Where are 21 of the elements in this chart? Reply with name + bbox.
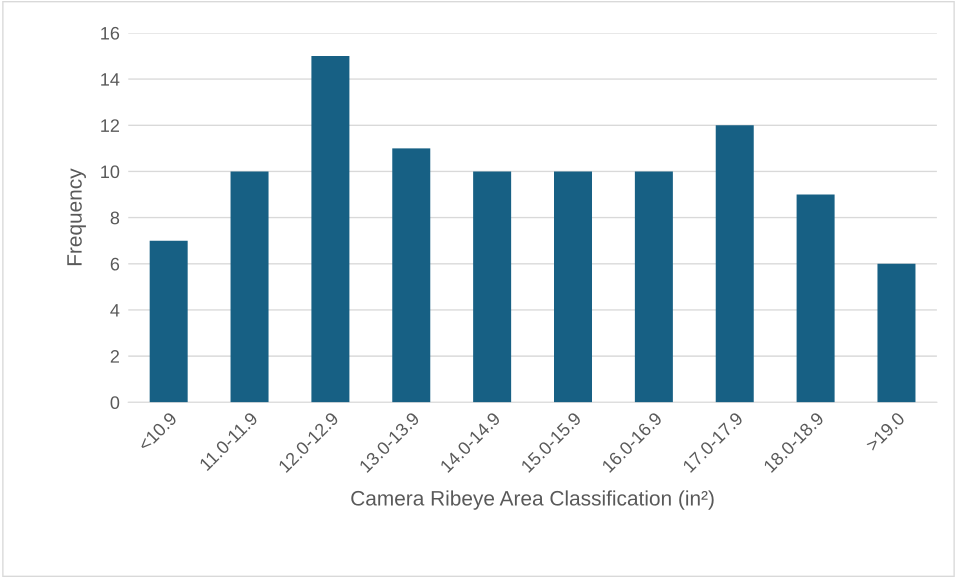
x-axis-title: Camera Ribeye Area Classification (in²) <box>351 490 714 510</box>
bar <box>150 240 188 402</box>
bar <box>230 171 269 402</box>
y-tick-label: 16 <box>101 26 120 40</box>
y-tick-label: 8 <box>110 212 120 224</box>
y-tick-label: 10 <box>101 165 120 178</box>
bar <box>311 56 350 402</box>
y-axis-title: Frequency <box>67 168 86 266</box>
bar <box>796 194 835 402</box>
bar <box>392 148 430 402</box>
bar <box>634 171 673 402</box>
y-tick-label: 12 <box>101 119 119 132</box>
bar <box>716 125 754 402</box>
bar <box>554 171 592 402</box>
y-tick-label: 14 <box>101 73 120 86</box>
y-tick-label: 0 <box>110 396 120 410</box>
y-tick-label: 4 <box>110 304 120 316</box>
bar <box>473 171 512 402</box>
y-tick-label: 6 <box>110 258 120 271</box>
y-tick-label: 2 <box>110 350 119 363</box>
bar <box>877 264 916 402</box>
